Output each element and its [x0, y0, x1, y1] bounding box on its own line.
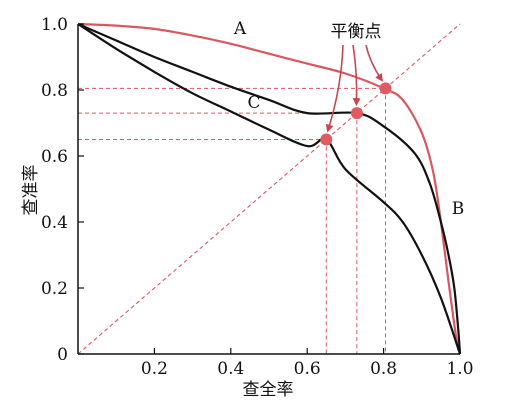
curve-b: [77, 22, 462, 355]
y-tick-label: 0.8: [41, 81, 68, 101]
x-tick-label: 0.6: [294, 359, 321, 379]
curve-a: [77, 22, 462, 355]
y-axis-title: 查准率: [21, 165, 41, 216]
annotation: 平衡点: [325, 22, 383, 133]
y-tick-label: 1.0: [41, 15, 68, 35]
y-tick-label: 0.6: [41, 147, 68, 167]
tick-labels: 0.2 0.4 0.6 0.8 1.0 0 0.2 0.4 0.6 0.8 1.0: [41, 15, 474, 379]
curve-c: [77, 23, 462, 355]
y-tick-label: 0.2: [41, 279, 68, 299]
y-tick-label: 0: [57, 345, 68, 365]
annotation-arrow-a: [365, 44, 383, 82]
x-axis-title: 查全率: [243, 380, 294, 400]
break-even-points: [320, 82, 392, 146]
x-tick-label: 0.4: [217, 359, 244, 379]
annotation-arrow-b: [352, 44, 361, 107]
x-tick-label: 0.8: [370, 359, 397, 379]
annotation-arrow-c: [325, 44, 344, 133]
break-even-point-a: [379, 82, 392, 95]
axes: [77, 23, 461, 355]
diagonal-dashed-line: [77, 23, 461, 355]
break-even-point-c: [320, 133, 333, 146]
curve-label-c: C: [247, 93, 260, 113]
diagonal-line: [77, 23, 461, 355]
curve-labels: A B C: [233, 19, 464, 219]
curve-label-b: B: [452, 199, 465, 219]
x-tick-label: 1.0: [446, 359, 473, 379]
curves: [77, 22, 462, 355]
y-tick-label: 0.4: [41, 213, 68, 233]
x-tick-label: 0.2: [141, 359, 168, 379]
curve-label-a: A: [233, 19, 247, 39]
annotation-label: 平衡点: [331, 22, 382, 42]
break-even-point-b: [350, 107, 363, 120]
